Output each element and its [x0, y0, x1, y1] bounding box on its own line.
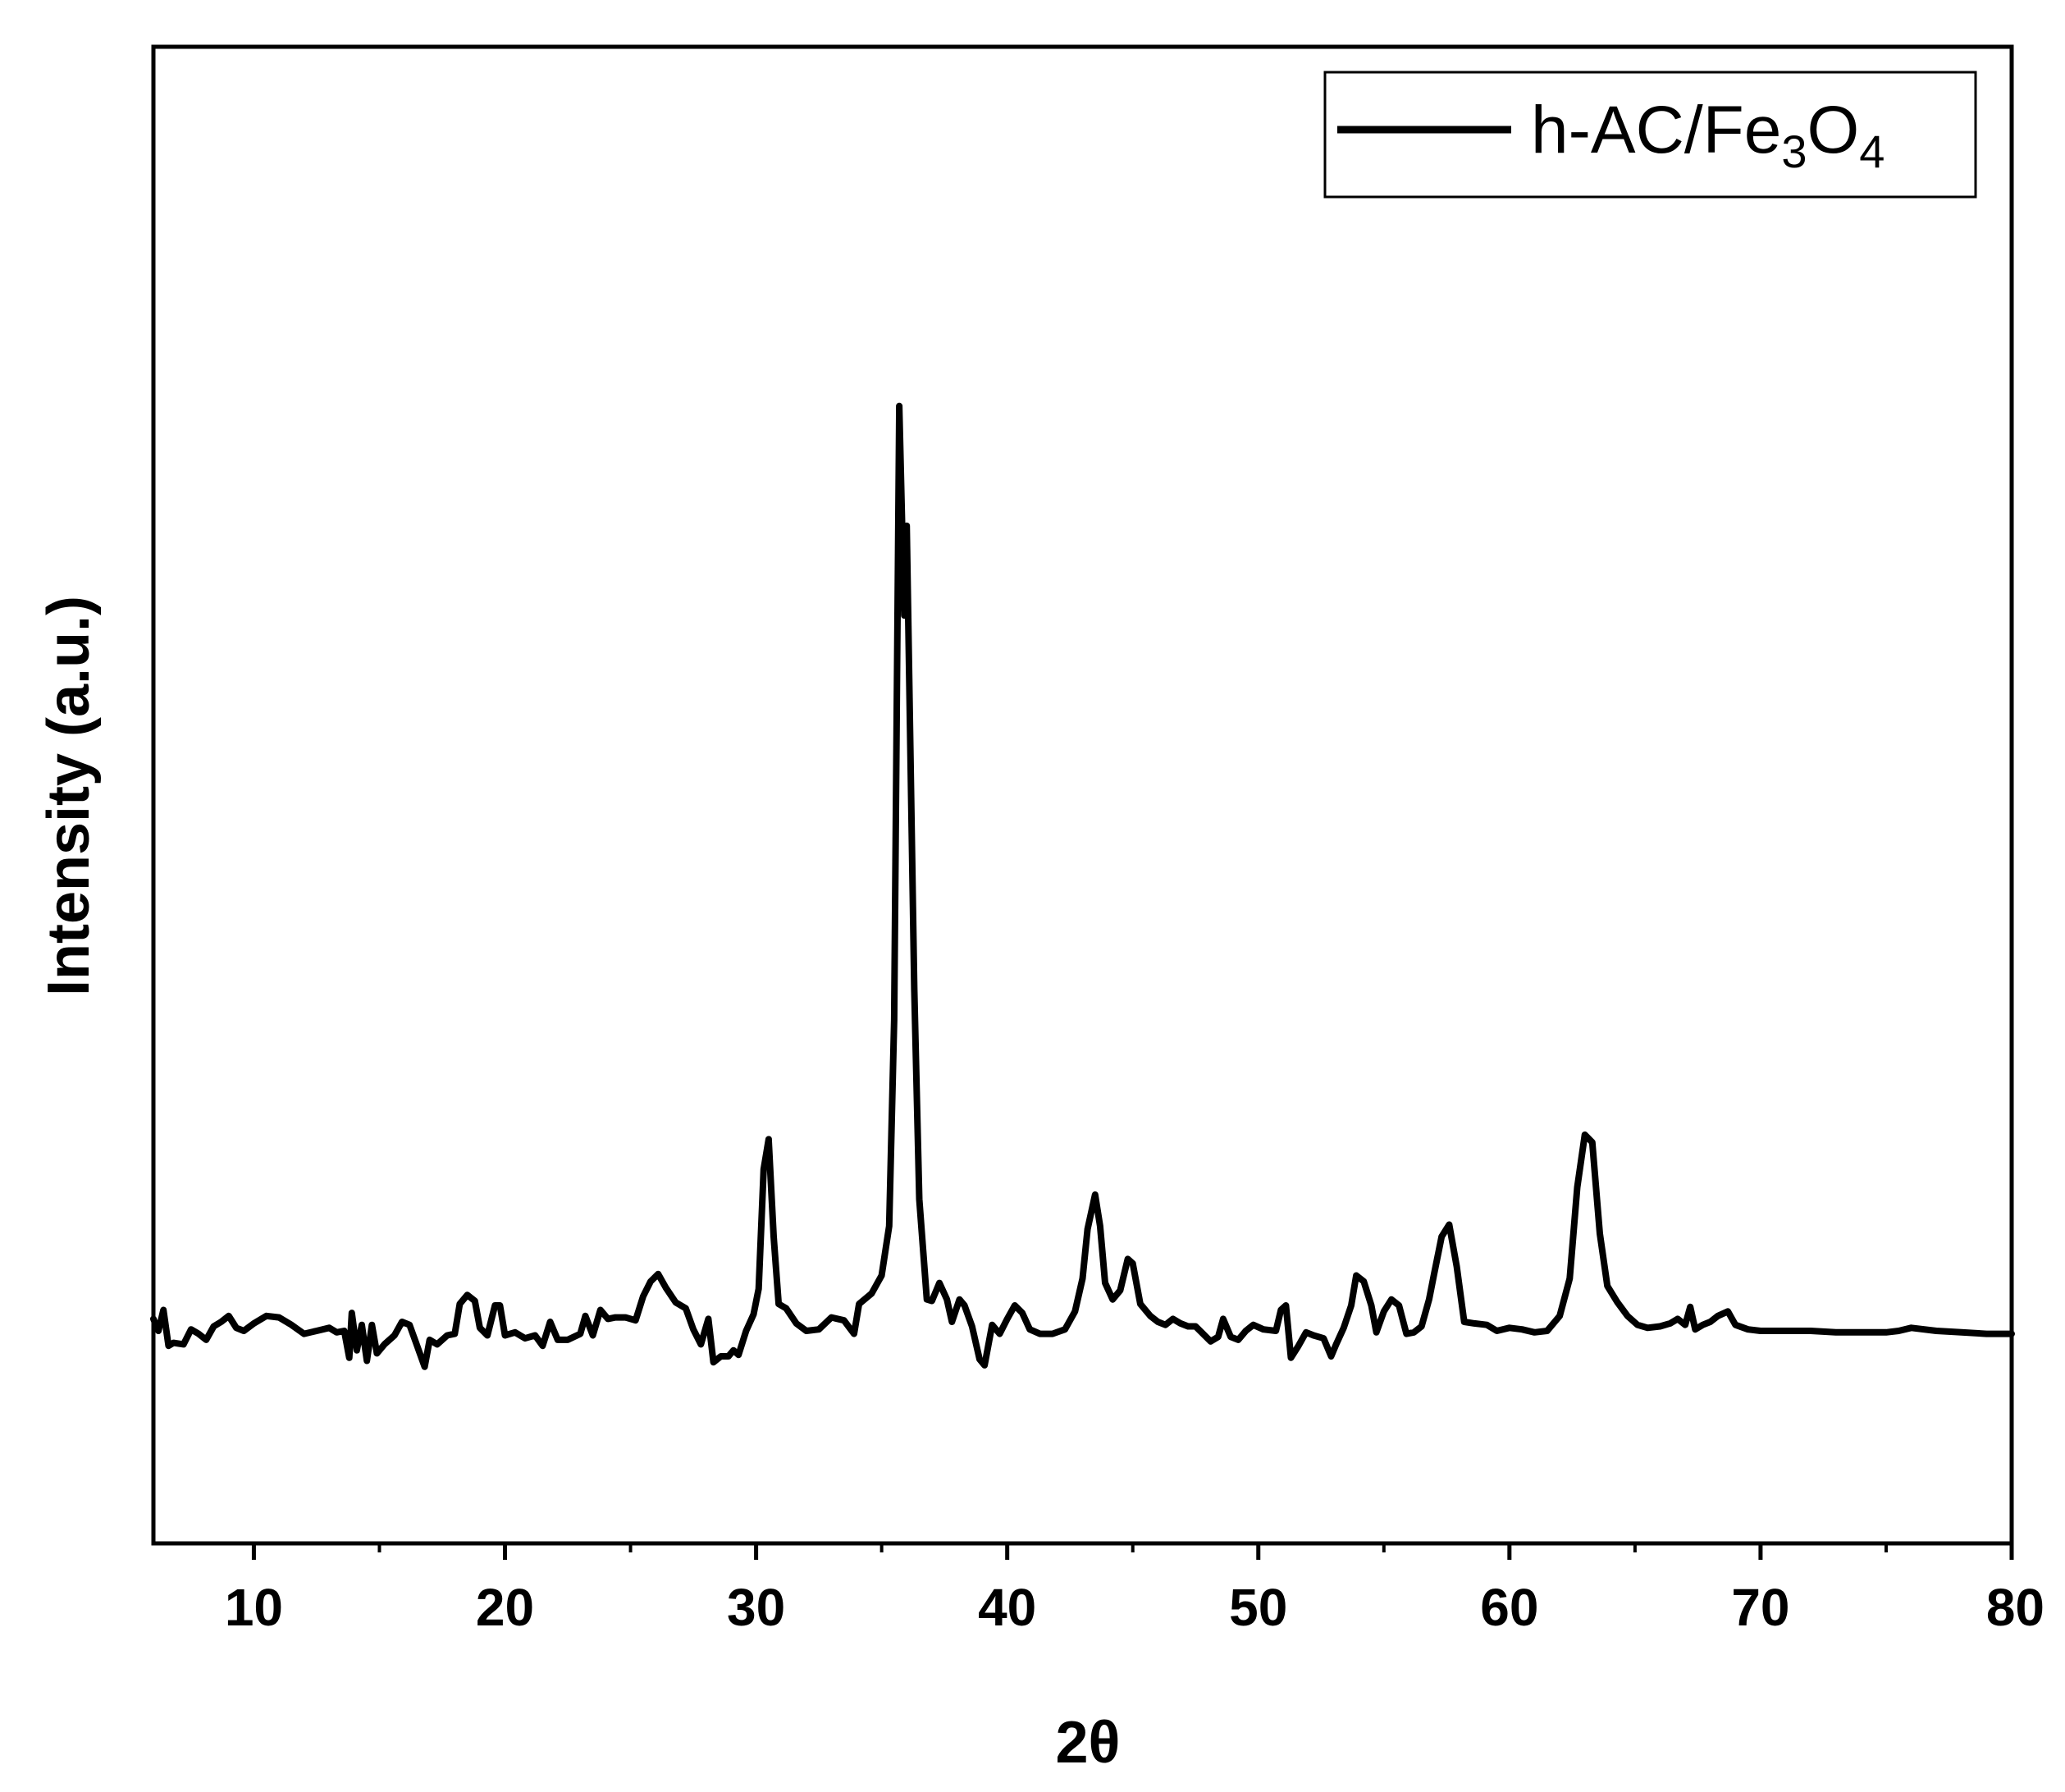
- x-tick-label: 20: [476, 1578, 534, 1637]
- legend-box: [1323, 71, 1977, 199]
- x-axis-tick-labels: 10 20 30 40 50 60 70 80: [225, 1578, 2044, 1637]
- plot-frame: [151, 44, 2014, 1546]
- legend-label: h-AC/Fe3O4: [1531, 93, 1885, 177]
- legend: h-AC/Fe3O4: [1323, 71, 1977, 199]
- x-tick-label: 60: [1480, 1578, 1538, 1637]
- x-tick-label: 10: [225, 1578, 283, 1637]
- x-axis-title: 2θ: [1056, 1710, 1121, 1776]
- x-tick-label: 30: [727, 1578, 785, 1637]
- x-tick-label: 80: [1986, 1578, 2044, 1637]
- x-axis-ticks: [251, 1543, 2014, 1560]
- x-tick-label: 50: [1229, 1578, 1287, 1637]
- x-tick-label: 40: [978, 1578, 1036, 1637]
- series-line-h-ac-fe3o4: [150, 402, 2015, 1370]
- x-tick-label: 70: [1731, 1578, 1789, 1637]
- y-axis-title: Intensity (a.u.): [36, 596, 102, 996]
